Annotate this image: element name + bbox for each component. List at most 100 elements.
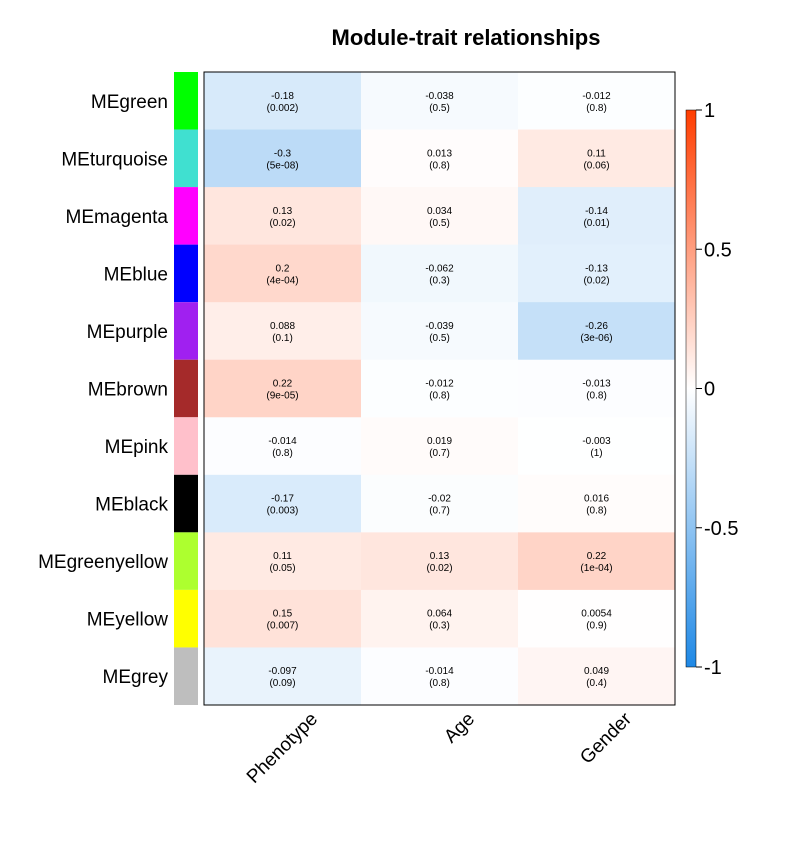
heatmap-cell: -0.097(0.09) [204, 647, 362, 706]
heatmap-cell: 0.034(0.5) [361, 187, 519, 246]
cell-fill [361, 129, 519, 188]
heatmap-cell: -0.17(0.003) [204, 474, 362, 533]
colorbar-tick-label: -0.5 [704, 518, 738, 540]
cell-fill [518, 647, 676, 706]
heatmap-cell: -0.02(0.7) [361, 474, 519, 533]
cell-pvalue: (1e-04) [580, 563, 612, 574]
cell-correlation: -0.3 [274, 148, 292, 159]
heatmap-cell: -0.003(1) [518, 417, 676, 476]
cell-fill [361, 647, 519, 706]
heatmap-cell: 0.15(0.007) [204, 589, 362, 648]
cell-correlation: -0.012 [425, 379, 454, 390]
cell-pvalue: (0.8) [586, 506, 607, 517]
cell-fill [361, 474, 519, 533]
heatmap-cell: 0.013(0.8) [361, 129, 519, 188]
cell-fill [518, 532, 676, 591]
row-labels: MEgreen MEturquoise MEmagenta MEblue MEpurpl… [38, 92, 168, 688]
cell-pvalue: (1) [590, 448, 602, 459]
cell-pvalue: (0.3) [429, 621, 450, 632]
cell-pvalue: (0.8) [272, 448, 293, 459]
cell-fill [518, 129, 676, 188]
cell-pvalue: (0.02) [269, 218, 295, 229]
heatmap-cell: -0.039(0.5) [361, 302, 519, 361]
heatmap-cell: 0.064(0.3) [361, 589, 519, 648]
cell-pvalue: (0.01) [583, 218, 609, 229]
row-label-MEgreenyellow: MEgreenyellow [38, 552, 168, 573]
cell-pvalue: (0.5) [429, 218, 450, 229]
swatch-MEpurple [174, 302, 198, 360]
cell-pvalue: (0.05) [269, 563, 295, 574]
cell-correlation: 0.016 [584, 494, 609, 505]
cell-correlation: -0.013 [582, 379, 611, 390]
cell-pvalue: (5e-08) [266, 160, 298, 171]
swatch-MEblack [174, 474, 198, 533]
swatch-MEgreenyellow [174, 532, 198, 590]
cell-fill [518, 417, 676, 476]
cell-correlation: -0.039 [425, 321, 454, 332]
cell-fill [518, 72, 676, 131]
cell-fill [204, 532, 362, 591]
cell-correlation: -0.26 [585, 321, 608, 332]
heatmap-cell: 0.13(0.02) [361, 532, 519, 591]
cell-pvalue: (0.8) [586, 103, 607, 114]
cell-fill [518, 244, 676, 303]
heatmap-cell: -0.012(0.8) [361, 359, 519, 418]
cell-pvalue: (3e-06) [580, 333, 612, 344]
cell-correlation: 0.11 [587, 148, 606, 159]
heatmap-cell: -0.062(0.3) [361, 244, 519, 303]
cell-correlation: -0.012 [582, 91, 611, 102]
cell-pvalue: (0.002) [267, 103, 299, 114]
swatch-MEbrown [174, 359, 198, 418]
cell-correlation: -0.038 [425, 91, 454, 102]
colorbar-gradient [685, 109, 697, 668]
cell-fill [361, 302, 519, 361]
cell-fill [204, 129, 362, 188]
cell-correlation: -0.17 [271, 494, 294, 505]
cell-fill [204, 417, 362, 476]
swatch-MEyellow [174, 589, 198, 648]
cell-correlation: 0.13 [273, 206, 293, 217]
cell-pvalue: (0.06) [583, 160, 609, 171]
cell-correlation: -0.014 [268, 436, 297, 447]
cell-pvalue: (0.1) [272, 333, 293, 344]
cell-pvalue: (0.9) [586, 621, 607, 632]
column-labels: Phenotype Age Gender [243, 708, 637, 788]
swatch-MEgreen [174, 72, 198, 130]
cell-correlation: -0.014 [425, 666, 454, 677]
cell-correlation: 0.088 [270, 321, 295, 332]
cell-pvalue: (0.007) [267, 621, 299, 632]
cell-correlation: 0.22 [587, 551, 607, 562]
swatch-MEpink [174, 417, 198, 475]
cell-correlation: 0.034 [427, 206, 452, 217]
heatmap-cell: -0.013(0.8) [518, 359, 676, 418]
heatmap-cell: -0.14(0.01) [518, 187, 676, 246]
cell-correlation: -0.13 [585, 263, 608, 274]
cell-fill [204, 72, 362, 131]
cell-fill [361, 532, 519, 591]
colorbar-tick-label: 0 [704, 379, 715, 401]
cell-correlation: 0.13 [430, 551, 450, 562]
heatmap-cell: 0.016(0.8) [518, 474, 676, 533]
cell-correlation: 0.15 [273, 609, 293, 620]
heatmap-cell: -0.3(5e-08) [204, 129, 362, 188]
color-scale-legend: 1 0.5 0 -0.5 -1 [685, 100, 738, 679]
cell-correlation: 0.019 [427, 436, 452, 447]
row-label-MEyellow: MEyellow [87, 610, 169, 631]
heatmap-cell: -0.26(3e-06) [518, 302, 676, 361]
cell-fill [518, 302, 676, 361]
heatmap-cell: -0.014(0.8) [361, 647, 519, 706]
cell-fill [204, 244, 362, 303]
row-label-MEblack: MEblack [95, 495, 168, 516]
cell-correlation: 0.013 [427, 148, 452, 159]
heatmap-cells: -0.18(0.002)-0.038(0.5)-0.012(0.8)-0.3(5… [204, 72, 676, 706]
cell-correlation: 0.22 [273, 379, 293, 390]
column-label-phenotype: Phenotype [243, 709, 322, 788]
swatch-MEgrey [174, 647, 198, 705]
cell-pvalue: (0.003) [267, 506, 299, 517]
swatch-MEmagenta [174, 187, 198, 245]
cell-pvalue: (0.09) [269, 678, 295, 689]
heatmap-cell: 0.0054(0.9) [518, 589, 676, 648]
cell-pvalue: (0.5) [429, 333, 450, 344]
cell-pvalue: (0.8) [586, 391, 607, 402]
